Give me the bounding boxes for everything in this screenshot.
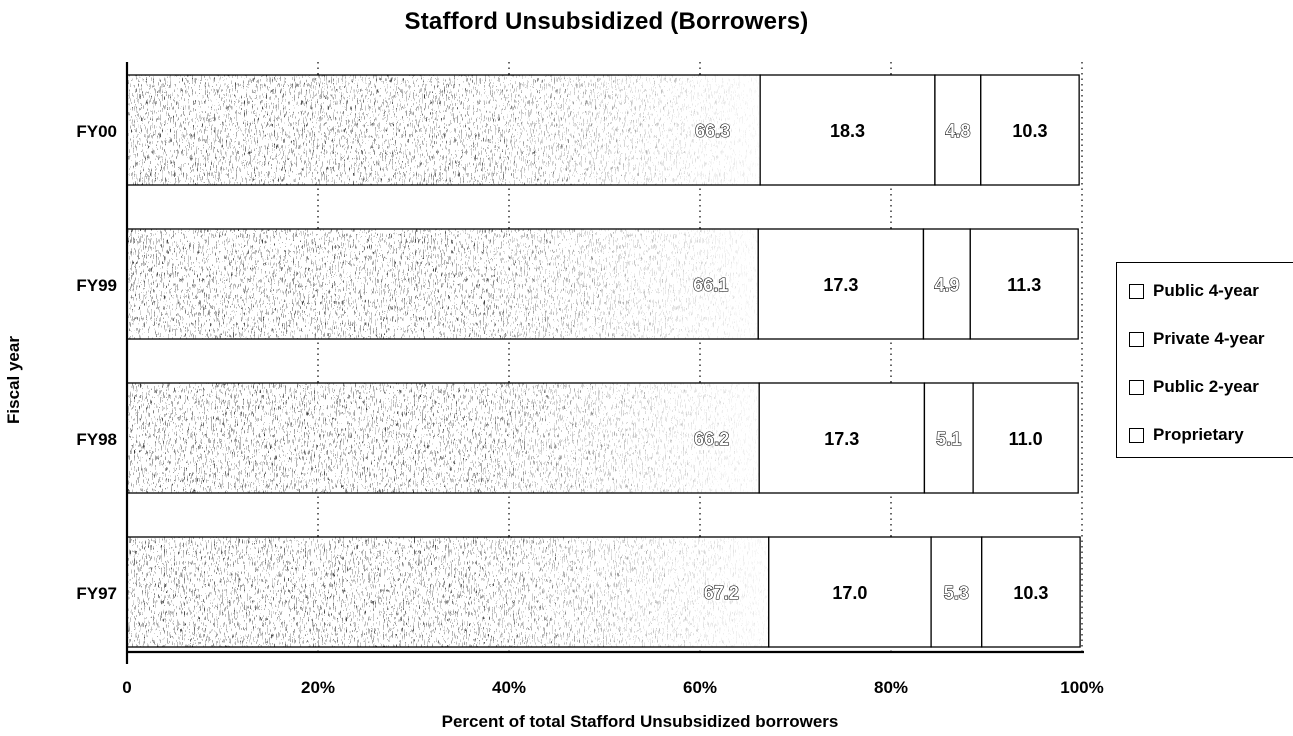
legend-swatch xyxy=(1129,331,1144,347)
axes: FY00 FY99 FY98 FY97 0 20% 40% 60% 80% 100% xyxy=(76,62,1104,697)
chart-title: Stafford Unsubsidized (Borrowers) xyxy=(404,8,809,35)
data-label: 11.3 xyxy=(1007,275,1041,295)
category-label: FY99 xyxy=(76,276,117,295)
bar-segment xyxy=(923,382,974,494)
data-label: 4.8 xyxy=(945,121,970,141)
data-label: 5.1 xyxy=(936,429,961,449)
legend-label: Public 4-year xyxy=(1153,281,1259,300)
data-label: 4.9 xyxy=(934,275,959,295)
legend-item-proprietary: Proprietary xyxy=(1129,423,1244,447)
legend-swatch xyxy=(1129,379,1144,395)
bar-segment xyxy=(981,536,1081,648)
data-label: 66.1 xyxy=(693,275,728,295)
bar-segment xyxy=(757,228,925,340)
x-tick-label: 20% xyxy=(301,678,335,697)
bar-row-fy97: 67.2 17.0 5.3 10.3 xyxy=(126,536,1081,648)
category-label: FY00 xyxy=(76,122,117,141)
y-axis-label: Fiscal year xyxy=(4,336,23,424)
x-tick-label: 80% xyxy=(874,678,908,697)
data-label: 10.3 xyxy=(1012,121,1047,141)
data-label: 17.3 xyxy=(823,275,858,295)
bar-segment xyxy=(922,228,971,340)
data-label: 11.0 xyxy=(1009,429,1043,449)
legend-swatch xyxy=(1129,283,1144,299)
bar-segment xyxy=(758,382,926,494)
legend: Public 4-year Private 4-year Public 2-ye… xyxy=(1116,262,1293,458)
bar-segment xyxy=(972,382,1079,494)
data-label: 17.0 xyxy=(832,583,867,603)
legend-label: Proprietary xyxy=(1153,425,1244,444)
x-tick-label: 40% xyxy=(492,678,526,697)
data-label: 10.3 xyxy=(1013,583,1048,603)
bar-segment xyxy=(980,74,1080,186)
x-axis-label: Percent of total Stafford Unsubsidized b… xyxy=(441,712,839,731)
legend-label: Public 2-year xyxy=(1153,377,1259,396)
data-label: 18.3 xyxy=(830,121,865,141)
legend-swatch xyxy=(1129,427,1144,443)
data-label: 66.2 xyxy=(694,429,729,449)
bar-segment xyxy=(969,228,1079,340)
bars: 66.3 18.3 4.8 10.3 66.1 17.3 4.9 11.3 66.2 17.3 5.… xyxy=(126,74,1081,648)
legend-item-public-2-year: Public 2-year xyxy=(1129,375,1259,399)
data-label: 17.3 xyxy=(824,429,859,449)
bar-segment xyxy=(930,536,983,648)
x-tick-label: 100% xyxy=(1060,678,1103,697)
category-label: FY97 xyxy=(76,584,117,603)
x-tick-label: 0 xyxy=(122,678,131,697)
data-label: 66.3 xyxy=(695,121,730,141)
x-tick-label: 60% xyxy=(683,678,717,697)
legend-label: Private 4-year xyxy=(1153,329,1265,348)
bar-row-fy98: 66.2 17.3 5.1 11.0 xyxy=(126,382,1079,494)
category-label: FY98 xyxy=(76,430,117,449)
legend-item-private-4-year: Private 4-year xyxy=(1129,327,1265,351)
bar-row-fy00: 66.3 18.3 4.8 10.3 xyxy=(126,74,1080,186)
bar-segment xyxy=(768,536,932,648)
data-label: 67.2 xyxy=(704,583,739,603)
legend-item-public-4-year: Public 4-year xyxy=(1129,279,1259,303)
bar-row-fy99: 66.1 17.3 4.9 11.3 xyxy=(126,228,1079,340)
data-label: 5.3 xyxy=(944,583,969,603)
